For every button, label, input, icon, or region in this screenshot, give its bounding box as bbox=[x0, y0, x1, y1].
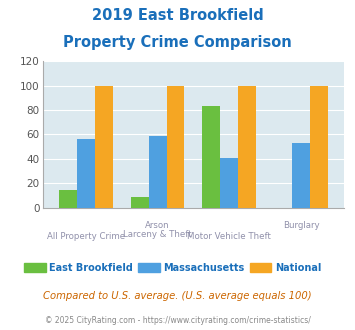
Bar bbox=[310, 85, 328, 208]
Text: Property Crime Comparison: Property Crime Comparison bbox=[63, 35, 292, 50]
Bar bbox=[131, 197, 149, 208]
Bar bbox=[149, 136, 166, 208]
Text: Arson: Arson bbox=[145, 221, 170, 230]
Text: © 2025 CityRating.com - https://www.cityrating.com/crime-statistics/: © 2025 CityRating.com - https://www.city… bbox=[45, 316, 310, 325]
Text: Burglary: Burglary bbox=[283, 221, 320, 230]
Bar bbox=[220, 158, 238, 208]
Bar bbox=[202, 106, 220, 208]
Bar bbox=[77, 139, 95, 208]
Text: 2019 East Brookfield: 2019 East Brookfield bbox=[92, 8, 263, 23]
Bar bbox=[238, 85, 256, 208]
Text: All Property Crime: All Property Crime bbox=[47, 232, 125, 241]
Text: Motor Vehicle Theft: Motor Vehicle Theft bbox=[187, 232, 271, 241]
Text: Compared to U.S. average. (U.S. average equals 100): Compared to U.S. average. (U.S. average … bbox=[43, 291, 312, 301]
Bar bbox=[166, 85, 185, 208]
Bar bbox=[95, 85, 113, 208]
Bar bbox=[292, 143, 310, 208]
Text: Larceny & Theft: Larceny & Theft bbox=[123, 230, 192, 239]
Legend: East Brookfield, Massachusetts, National: East Brookfield, Massachusetts, National bbox=[20, 259, 325, 277]
Bar bbox=[59, 189, 77, 208]
